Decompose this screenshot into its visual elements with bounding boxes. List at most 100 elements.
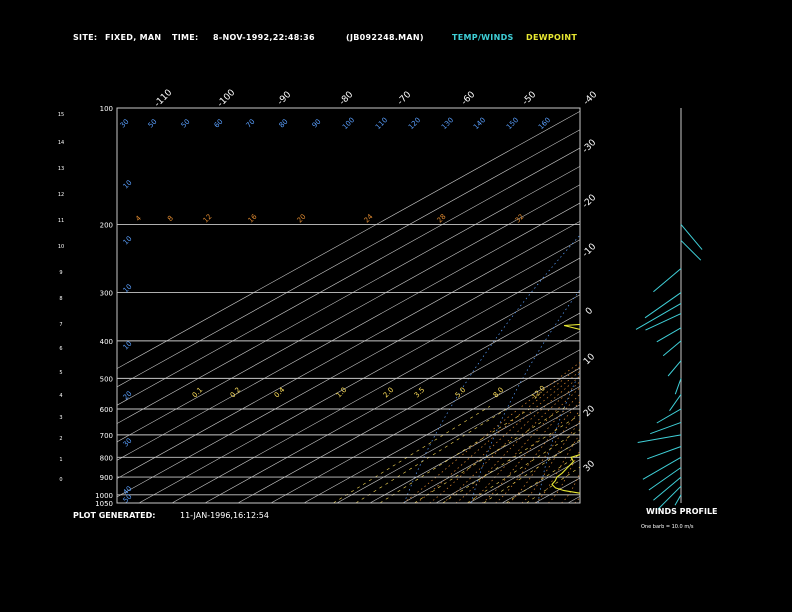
potential-temp-label: 110: [374, 116, 389, 131]
height-km-label: 13: [58, 166, 64, 172]
wind-barb: [653, 476, 682, 501]
isotherm-line: [204, 294, 580, 503]
mixing-ratio-label: 3.5: [413, 386, 427, 400]
isotherm-line: [634, 108, 792, 503]
dry-adiabat-line: [470, 289, 580, 503]
wind-barb: [669, 394, 682, 412]
height-km-label: 15: [58, 112, 64, 118]
dewpoint-profile-line: [551, 323, 580, 494]
potential-temp-label: 120: [407, 116, 422, 131]
moist-adiabat-line: [481, 393, 580, 503]
potential-temp-label: 30: [119, 118, 131, 130]
moist-adiabat-line: [521, 420, 580, 503]
potential-temp-label: 70: [245, 118, 257, 130]
isotherm-line: [138, 257, 580, 503]
wind-barb: [674, 494, 682, 506]
adiabat-left-label: 50: [122, 493, 134, 505]
plot-frame: [116, 107, 581, 504]
wind-barb: [653, 268, 682, 293]
wind-barb: [657, 485, 682, 510]
isotherm-line: [468, 440, 580, 503]
wind-barb: [656, 408, 682, 424]
isotherm-line: [402, 404, 580, 503]
moist-adiabat-line: [468, 387, 580, 503]
wind-barb: [656, 327, 682, 343]
isotherm-right-label: -10: [581, 242, 599, 260]
mixing-ratio-label: 0.4: [273, 385, 287, 399]
site-value: FIXED, MAN: [105, 33, 162, 42]
wind-barb: [635, 302, 682, 330]
isotherm-line: [117, 202, 580, 461]
height-km-label: 8: [59, 296, 62, 302]
dry-adiabat-line: [733, 108, 792, 503]
mixing-ratio-label: 5.0: [454, 386, 468, 400]
height-km-label: 7: [59, 322, 62, 328]
pressure-tick-label: 900: [100, 474, 113, 482]
wind-barb: [662, 340, 682, 357]
time-label: TIME:: [172, 33, 199, 42]
time-value: 8-NOV-1992,22:48:36: [213, 33, 315, 42]
height-km-label: 1: [59, 457, 62, 463]
wind-barb: [645, 313, 682, 331]
isotherm-top-label: -80: [338, 90, 356, 108]
isotherm-line: [117, 165, 580, 424]
isotherm-right-label: 0: [584, 306, 595, 317]
height-km-label: 12: [58, 192, 64, 198]
adiabat-left-label: 30: [122, 437, 134, 449]
height-km-label: 0: [59, 477, 62, 483]
potential-temp-label: 60: [213, 118, 225, 130]
adiabat-left-label: 10: [122, 235, 134, 247]
site-label: SITE:: [73, 33, 98, 42]
adiabat-left-label: 10: [122, 283, 134, 295]
winds-profile-note: One barb = 10.0 m/s: [641, 524, 694, 530]
isotherm-line: [567, 495, 580, 503]
isotherm-top-label: -110: [153, 88, 175, 110]
height-km-label: 4: [59, 393, 62, 399]
wind-barb: [680, 224, 703, 250]
pressure-tick-label: 800: [100, 454, 113, 462]
isotherm-line: [667, 108, 792, 503]
wind-barb: [642, 456, 682, 480]
height-km-label: 2: [59, 436, 62, 442]
moist-adiabat-line: [495, 401, 580, 503]
height-km-label: 11: [58, 218, 64, 224]
height-km-label: 14: [58, 140, 64, 146]
temp-legend: TEMP/WINDS: [452, 33, 514, 42]
isotherm-right-label: 30: [582, 459, 597, 474]
moist-adiabat-label: 8: [166, 214, 175, 223]
moist-adiabat-line: [415, 366, 580, 503]
moist-adiabat-line: [508, 409, 580, 503]
pressure-tick-label: 1050: [95, 500, 113, 508]
potential-temp-label: 80: [278, 118, 290, 130]
mixing-ratio-line: [333, 405, 491, 503]
mixing-ratio-line: [414, 405, 567, 503]
pressure-tick-label: 100: [100, 105, 113, 113]
isotherm-line: [336, 367, 580, 503]
potential-temp-label: 90: [311, 118, 323, 130]
isotherm-top-label: -90: [276, 90, 294, 108]
pressure-tick-label: 300: [100, 290, 113, 298]
mixing-ratio-line: [505, 453, 580, 503]
wind-barb: [637, 434, 682, 443]
moist-adiabat-line: [429, 370, 580, 503]
wind-barb: [674, 378, 682, 395]
isotherm-right-label: -30: [581, 138, 599, 156]
isotherm-line: [270, 330, 580, 503]
mixing-ratio-label: 12.0: [530, 384, 547, 401]
isotherm-line: [117, 147, 580, 406]
potential-temp-label: 50: [180, 118, 192, 130]
moist-adiabat-line: [574, 496, 580, 503]
dry-adiabat-line: [605, 108, 792, 503]
mixing-ratio-label: 2.0: [382, 386, 396, 400]
potential-temp-label: 130: [440, 116, 455, 131]
moist-adiabat-line: [561, 472, 580, 503]
pressure-tick-label: 1000: [95, 492, 113, 500]
wind-barb: [680, 240, 702, 261]
isotherm-top-label: -40: [582, 90, 600, 108]
adiabat-left-label: 10: [122, 179, 134, 191]
mixing-ratio-line: [483, 439, 580, 503]
isotherm-line: [117, 129, 580, 388]
height-km-label: 5: [59, 370, 62, 376]
isotherm-line: [237, 312, 580, 503]
isotherm-line: [171, 275, 580, 503]
